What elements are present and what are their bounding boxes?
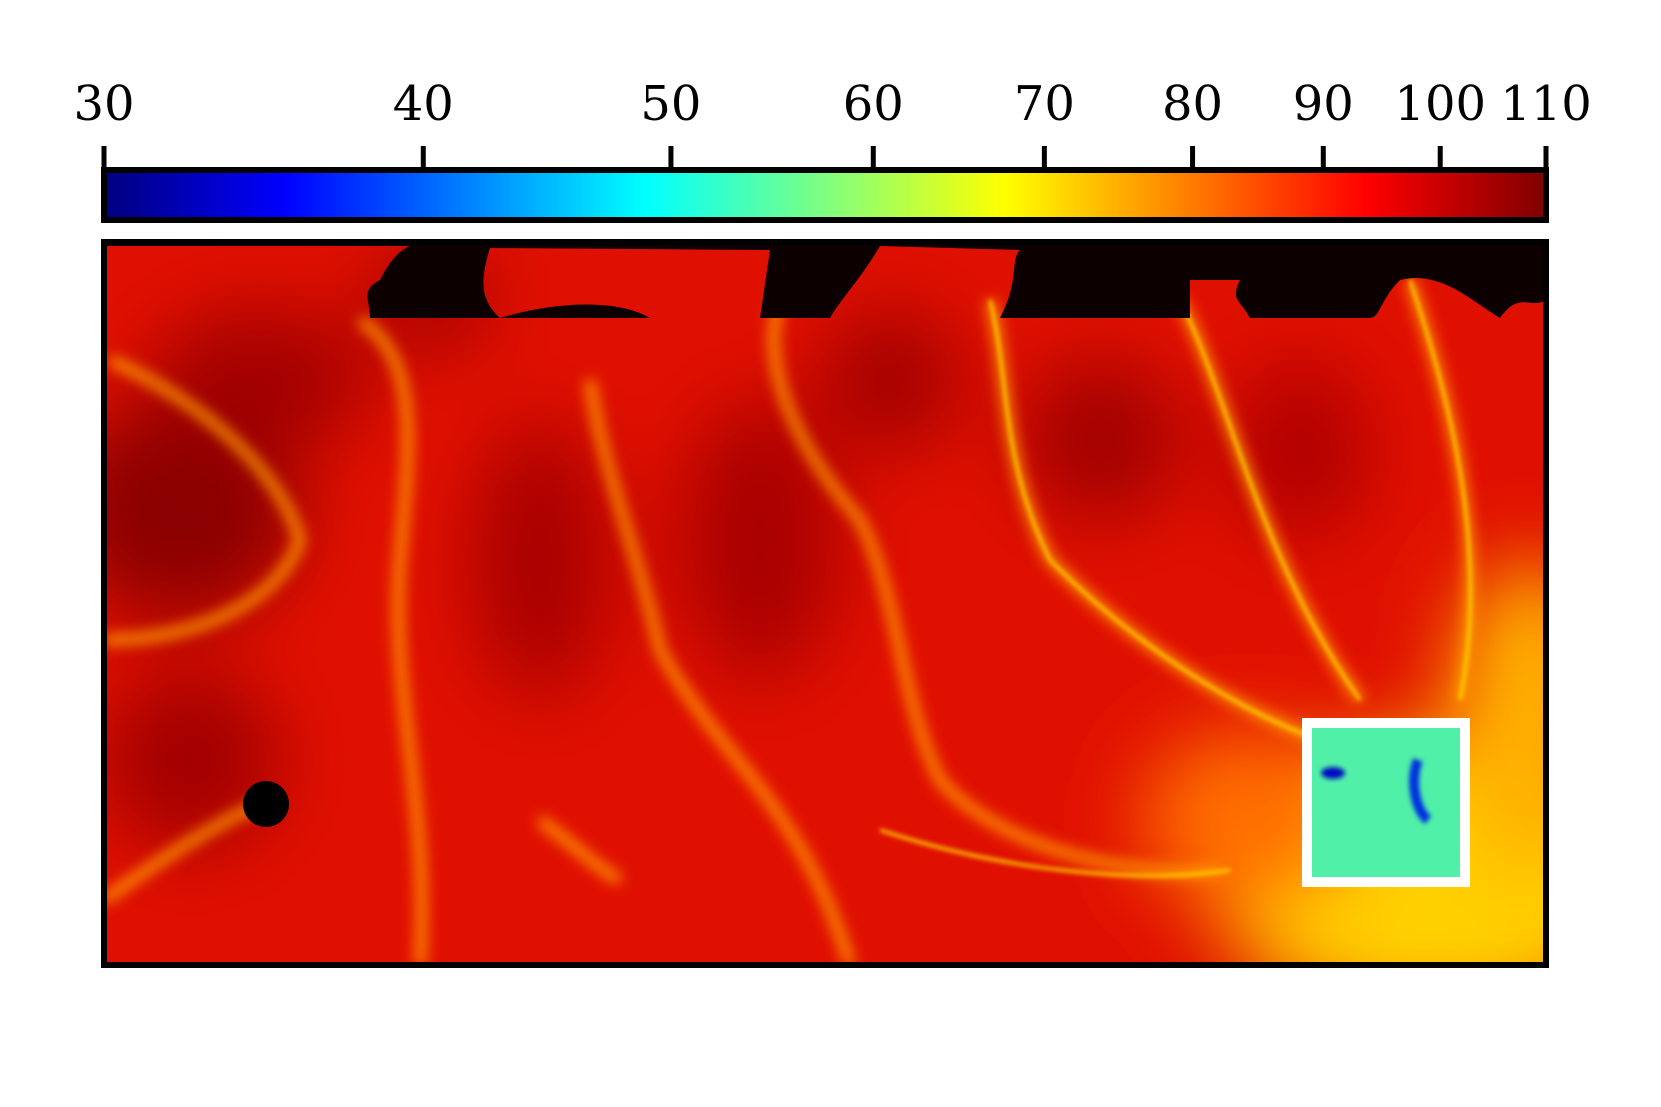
obstacle bbox=[243, 781, 289, 827]
colorbar-tick-label: 90 bbox=[1293, 76, 1354, 132]
field-frame bbox=[101, 239, 1549, 968]
colorbar-tick-label: 40 bbox=[393, 76, 454, 132]
inset-region bbox=[1312, 728, 1460, 877]
colorbar-tick-label: 50 bbox=[640, 76, 701, 132]
colorbar-tick-label: 110 bbox=[1500, 76, 1592, 132]
colorbar-gradient bbox=[101, 167, 1549, 223]
inset-box bbox=[1302, 718, 1470, 887]
heat-field bbox=[104, 242, 1546, 965]
colorbar-tick-label: 80 bbox=[1162, 76, 1223, 132]
colorbar: 30 40 50 60 70 80 90 100 110 bbox=[73, 76, 1592, 223]
minima bbox=[1321, 758, 1432, 824]
colorbar-tick-label: 100 bbox=[1394, 76, 1486, 132]
colorbar-tick-label: 30 bbox=[73, 76, 134, 132]
masked-region bbox=[104, 242, 1546, 318]
colorbar-tick-label: 60 bbox=[843, 76, 904, 132]
colorbar-tick-label: 70 bbox=[1014, 76, 1075, 132]
ridge-cores bbox=[879, 279, 1472, 878]
